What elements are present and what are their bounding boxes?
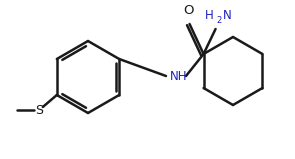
Text: 2: 2 — [217, 16, 222, 25]
Text: O: O — [183, 4, 194, 17]
Text: N: N — [222, 9, 231, 22]
Text: S: S — [35, 104, 43, 117]
Text: NH: NH — [170, 69, 188, 83]
Text: H: H — [205, 9, 214, 22]
